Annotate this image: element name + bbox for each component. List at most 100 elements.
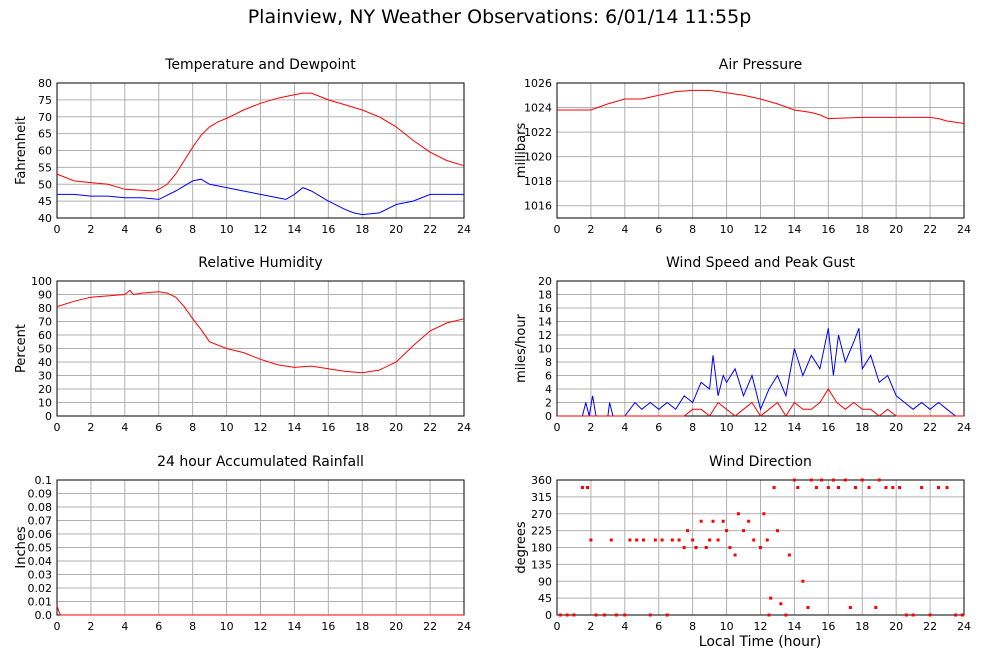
- y-tick-label: 0.03: [28, 569, 53, 582]
- scatter-point: [820, 478, 824, 482]
- scatter-point: [704, 546, 708, 549]
- y-tick-label: 0.1: [35, 474, 53, 487]
- scatter-point: [874, 606, 878, 609]
- x-tick-label: 4: [121, 223, 128, 236]
- y-tick-label: 80: [38, 302, 52, 315]
- x-tick-label: 22: [423, 620, 437, 633]
- scatter-point: [769, 596, 773, 600]
- scatter-point: [708, 538, 712, 542]
- series-line-0: [557, 89, 965, 124]
- y-tick-label: 40: [38, 212, 52, 225]
- y-tick-label: 0: [545, 609, 552, 622]
- scatter-point: [594, 613, 598, 617]
- y-tick-label: 2: [545, 397, 552, 410]
- scatter-point: [762, 512, 766, 516]
- scatter-point: [670, 538, 674, 542]
- x-tick-label: 4: [621, 223, 628, 236]
- chart-title: Air Pressure: [719, 57, 802, 73]
- y-tick-label: 6: [545, 370, 552, 383]
- x-tick-label: 6: [155, 421, 162, 434]
- page-title: Plainview, NY Weather Observations: 6/01…: [247, 6, 752, 28]
- x-tick-label: 14: [287, 620, 301, 633]
- x-tick-label: 16: [821, 223, 835, 236]
- scatter-point: [747, 519, 751, 523]
- x-tick-label: 18: [855, 223, 869, 236]
- y-tick-label: 0.08: [28, 501, 53, 514]
- scatter-point: [711, 519, 715, 523]
- x-tick-label: 10: [720, 620, 734, 633]
- x-tick-label: 12: [254, 421, 268, 434]
- chart-title: 24 hour Accumulated Rainfall: [157, 454, 364, 470]
- x-tick-label: 22: [923, 620, 937, 633]
- x-tick-label: 2: [587, 223, 594, 236]
- x-tick-label: 0: [554, 620, 561, 633]
- x-tick-label: 14: [287, 421, 301, 434]
- scatter-point: [728, 546, 732, 549]
- x-tick-label: 4: [121, 421, 128, 434]
- scatter-point: [586, 486, 590, 489]
- x-tick-label: 10: [220, 421, 234, 434]
- y-tick-label: 0.02: [28, 582, 53, 595]
- scatter-point: [736, 512, 740, 516]
- x-tick-label: 22: [423, 421, 437, 434]
- plot-frame: [556, 82, 965, 219]
- scatter-point: [884, 486, 888, 489]
- y-tick-label: 60: [38, 145, 52, 158]
- scatter-point: [686, 529, 690, 533]
- scatter-point: [628, 538, 632, 542]
- y-tick-label: 90: [38, 289, 52, 302]
- scatter-point: [677, 538, 681, 542]
- x-tick-label: 2: [87, 421, 94, 434]
- x-tick-label: 16: [821, 620, 835, 633]
- x-tick-label: 16: [821, 421, 835, 434]
- plot-frame: [556, 479, 965, 616]
- y-tick-label: 0.01: [28, 596, 53, 609]
- y-tick-label: 55: [38, 161, 52, 174]
- y-tick-label: 80: [38, 77, 52, 90]
- y-tick-label: 45: [538, 592, 552, 605]
- y-tick-label: 10: [538, 343, 552, 356]
- y-axis-label: Percent: [14, 324, 29, 373]
- x-tick-label: 18: [855, 620, 869, 633]
- x-axis-label: Local Time (hour): [698, 634, 822, 650]
- y-tick-label: 10: [38, 397, 52, 410]
- y-tick-label: 0: [45, 410, 52, 423]
- x-tick-label: 2: [587, 620, 594, 633]
- scatter-point: [759, 546, 762, 549]
- x-tick-label: 22: [923, 421, 937, 434]
- x-tick-label: 14: [787, 223, 801, 236]
- x-tick-label: 12: [754, 421, 768, 434]
- scatter-point: [867, 486, 871, 489]
- x-tick-label: 8: [689, 421, 696, 434]
- scatter-point: [648, 613, 652, 617]
- scatter-point: [945, 486, 949, 489]
- x-tick-label: 0: [54, 620, 61, 633]
- scatter-point: [784, 613, 788, 617]
- scatter-point: [920, 486, 924, 489]
- scatter-point: [721, 519, 725, 523]
- y-tick-label: 40: [38, 356, 52, 369]
- y-tick-label: 16: [538, 302, 552, 315]
- x-tick-label: 20: [389, 421, 403, 434]
- y-tick-label: 65: [38, 128, 52, 141]
- y-tick-label: 1022: [524, 126, 552, 139]
- x-tick-label: 24: [457, 421, 471, 434]
- y-tick-label: 360: [531, 474, 552, 487]
- scatter-point: [580, 486, 584, 489]
- x-tick-label: 12: [754, 223, 768, 236]
- y-tick-label: 1020: [524, 151, 552, 164]
- scatter-point: [765, 538, 769, 542]
- y-axis-label: millibars: [514, 123, 529, 179]
- x-tick-label: 2: [587, 421, 594, 434]
- scatter-point: [694, 546, 698, 549]
- y-tick-label: 12: [538, 329, 552, 342]
- x-tick-label: 18: [355, 223, 369, 236]
- y-tick-label: 180: [531, 542, 552, 555]
- scatter-point: [814, 486, 818, 489]
- x-tick-label: 24: [957, 421, 971, 434]
- x-tick-label: 14: [787, 620, 801, 633]
- x-tick-label: 16: [321, 421, 335, 434]
- x-tick-label: 22: [923, 223, 937, 236]
- y-axis-label: Fahrenheit: [14, 116, 29, 185]
